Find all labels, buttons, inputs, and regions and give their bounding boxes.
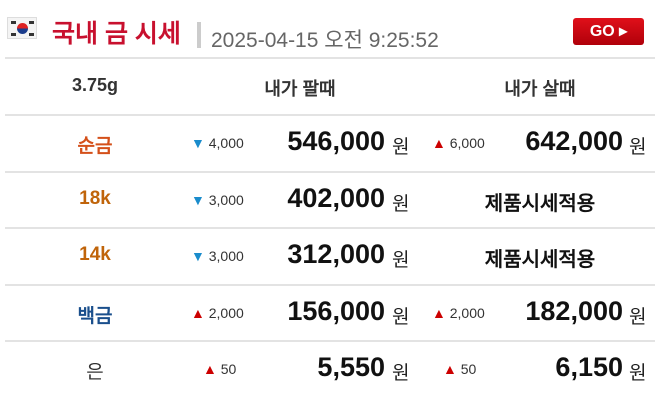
column-header-weight: 3.75g [71, 75, 119, 95]
change-indicator: ▲ 50 [203, 361, 237, 378]
metal-label: 14k [79, 244, 111, 266]
divider [5, 57, 655, 59]
currency-unit: 원 [629, 137, 647, 158]
currency-unit: 원 [629, 363, 647, 385]
divider [5, 340, 655, 343]
triangle-down-icon: ▼ [191, 135, 205, 151]
table-row: 백금 ▲ 2,000 156,000 원 ▲ 2,000 182,000 원 [0, 285, 658, 341]
triangle-down-icon: ▼ [191, 248, 205, 265]
sell-price: 546,000 [287, 126, 385, 156]
triangle-up-icon: ▲ [191, 304, 205, 321]
divider [5, 114, 655, 116]
sell-price: 156,000 [287, 295, 385, 326]
currency-unit: 원 [392, 306, 410, 328]
divider [5, 170, 655, 173]
metal-label: 은 [86, 362, 104, 384]
divider [5, 227, 655, 230]
table-row: 18k ▼ 3,000 402,000 원 제품시세적용 [0, 172, 658, 228]
sell-price: 5,550 [317, 352, 385, 383]
sell-price: 402,000 [287, 182, 385, 213]
metal-label: 순금 [77, 136, 113, 157]
triangle-up-icon: ▲ [432, 304, 446, 321]
currency-unit: 원 [392, 193, 410, 215]
divider [5, 283, 655, 286]
change-indicator: ▲ 2,000 [432, 304, 485, 321]
triangle-up-icon: ▲ [203, 361, 217, 378]
change-indicator: ▼ 3,000 [191, 248, 244, 265]
header: 국내 금 시세 2025-04-15 오전 9:25:52 GO ▸ [0, 0, 658, 58]
buy-price: 642,000 [525, 126, 623, 156]
change-indicator: ▲ 6,000 [432, 135, 485, 151]
table-row: 순금 ▼ 4,000 546,000 원 ▲ 6,000 642,000 원 [0, 115, 658, 171]
column-header-sell: 내가 팔때 [264, 79, 336, 99]
buy-price: 182,000 [525, 295, 623, 326]
triangle-up-icon: ▲ [443, 361, 457, 378]
table-row: 14k ▼ 3,000 312,000 원 제품시세적용 [0, 228, 658, 284]
triangle-up-icon: ▲ [432, 135, 446, 151]
divider [197, 22, 201, 48]
sell-price: 312,000 [287, 239, 385, 270]
currency-unit: 원 [392, 363, 410, 385]
metal-label: 백금 [77, 305, 113, 327]
change-indicator: ▲ 50 [443, 361, 477, 378]
triangle-down-icon: ▼ [191, 191, 205, 208]
buy-price: 6,150 [555, 352, 623, 383]
currency-unit: 원 [392, 250, 410, 272]
page-title: 국내 금 시세 [52, 20, 181, 48]
korea-flag-icon [7, 17, 37, 39]
buy-price-note: 제품시세적용 [484, 192, 596, 215]
go-button[interactable]: GO ▸ [573, 18, 644, 45]
column-header-buy: 내가 살때 [504, 79, 576, 99]
timestamp: 2025-04-15 오전 9:25:52 [211, 29, 439, 52]
currency-unit: 원 [392, 137, 410, 158]
change-indicator: ▲ 2,000 [191, 304, 244, 321]
table-header: 3.75g 내가 팔때 내가 살때 [0, 58, 658, 114]
buy-price-note: 제품시세적용 [484, 249, 596, 272]
currency-unit: 원 [629, 306, 647, 328]
change-indicator: ▼ 3,000 [191, 191, 244, 208]
metal-label: 18k [79, 187, 111, 209]
change-indicator: ▼ 4,000 [191, 135, 244, 151]
table-row: 은 ▲ 50 5,550 원 ▲ 50 6,150 원 [0, 341, 658, 397]
